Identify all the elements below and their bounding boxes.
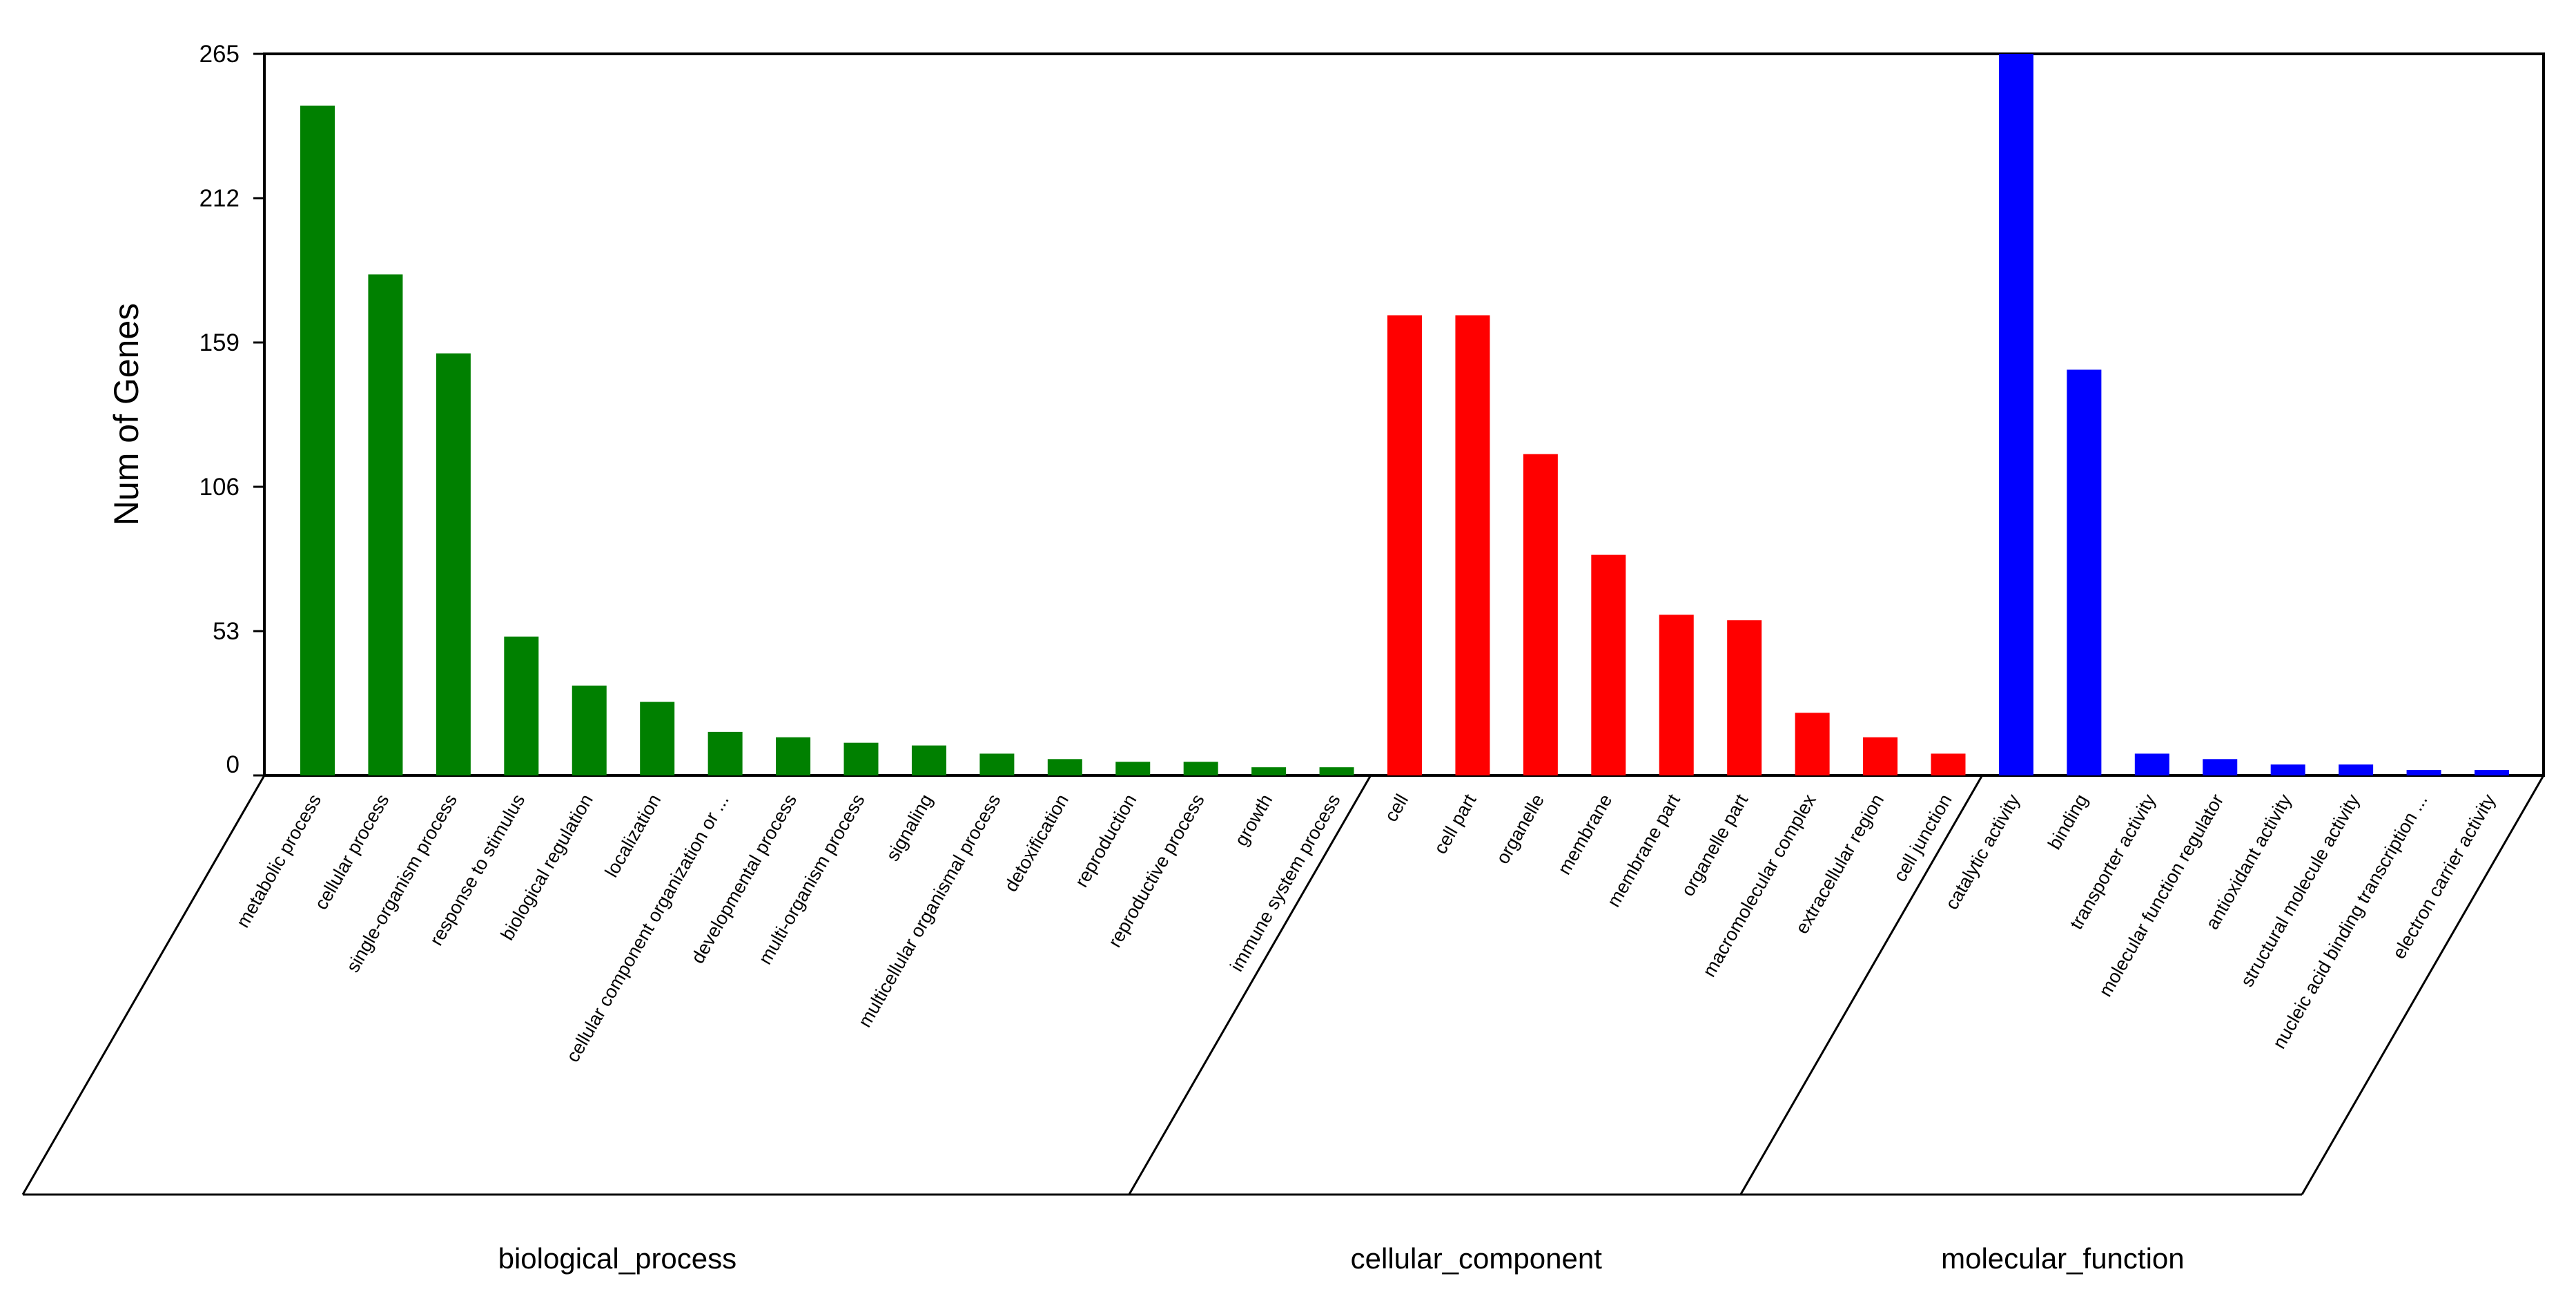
category-label: cell: [1380, 791, 1412, 825]
bar: [2406, 770, 2441, 775]
bar: [2475, 770, 2509, 775]
group-divider: [1739, 775, 1984, 1195]
y-tick-label: 0: [226, 751, 240, 778]
bar: [2339, 764, 2374, 775]
category-label: molecular function regulator: [2095, 791, 2228, 1001]
bar: [1863, 737, 1898, 775]
group-label: molecular_function: [1941, 1242, 2185, 1275]
category-label: macromolecular complex: [1699, 791, 1820, 980]
category-label: signaling: [882, 791, 937, 864]
bar: [1387, 315, 1422, 775]
bar: [911, 745, 946, 775]
bar: [1251, 767, 1287, 775]
y-axis-ticks: 0 53 106 159 212 265: [199, 41, 264, 778]
bar: [436, 353, 471, 776]
category-label: binding: [2044, 791, 2092, 853]
group-divider: [1128, 775, 1372, 1195]
bar: [1931, 753, 1966, 775]
bar: [1523, 454, 1558, 775]
bar: [1591, 554, 1626, 775]
bar: [2134, 753, 2169, 775]
group-frames: [21, 775, 2545, 1196]
y-tick-label: 212: [199, 185, 240, 212]
category-label: growth: [1231, 791, 1277, 849]
category-label: localization: [601, 791, 665, 881]
category-label: organelle part: [1677, 791, 1753, 900]
bar: [979, 753, 1015, 775]
bar: [708, 731, 743, 775]
category-label: cell part: [1430, 791, 1480, 858]
bar: [2203, 759, 2238, 775]
bar: [1183, 762, 1218, 775]
bar: [776, 737, 811, 775]
y-axis-label: Num of Genes: [107, 303, 146, 525]
group-divider: [21, 775, 266, 1195]
category-label: reproduction: [1071, 791, 1140, 891]
bar: [1319, 767, 1354, 775]
category-label: membrane part: [1603, 791, 1684, 911]
bar: [1115, 762, 1151, 775]
bar: [843, 742, 879, 775]
bar: [2067, 369, 2102, 775]
y-tick-label: 53: [213, 618, 240, 645]
bar: [1795, 713, 1830, 775]
bar: [1727, 620, 1762, 775]
y-tick-label: 159: [199, 329, 240, 356]
category-label: structural molecule activity: [2236, 791, 2364, 991]
category-label: organelle: [1492, 791, 1549, 867]
bars: [300, 54, 2509, 776]
category-label: detoxification: [1000, 791, 1073, 895]
group-label: biological_process: [498, 1242, 737, 1275]
group-label: cellular_component: [1351, 1242, 1603, 1275]
bar: [300, 105, 335, 775]
bar: [504, 636, 539, 775]
group-divider: [2301, 775, 2545, 1195]
y-tick-label: 106: [199, 474, 240, 501]
bar: [572, 685, 607, 775]
group-labels: biological_process cellular_component mole…: [498, 1242, 2185, 1275]
bar: [1047, 759, 1082, 775]
bar: [1998, 54, 2033, 775]
bar: [1455, 315, 1490, 775]
bar: [2270, 764, 2305, 775]
bar: [368, 274, 403, 775]
bar: [1659, 615, 1694, 775]
y-tick-label: 265: [199, 41, 240, 68]
category-label: multicellular organismal process: [855, 791, 1005, 1031]
category-label: catalytic activity: [1941, 791, 2024, 914]
bar: [640, 702, 675, 775]
category-label: metabolic process: [232, 791, 325, 931]
category-label: cellular process: [311, 791, 393, 913]
category-label: membrane: [1554, 791, 1617, 878]
